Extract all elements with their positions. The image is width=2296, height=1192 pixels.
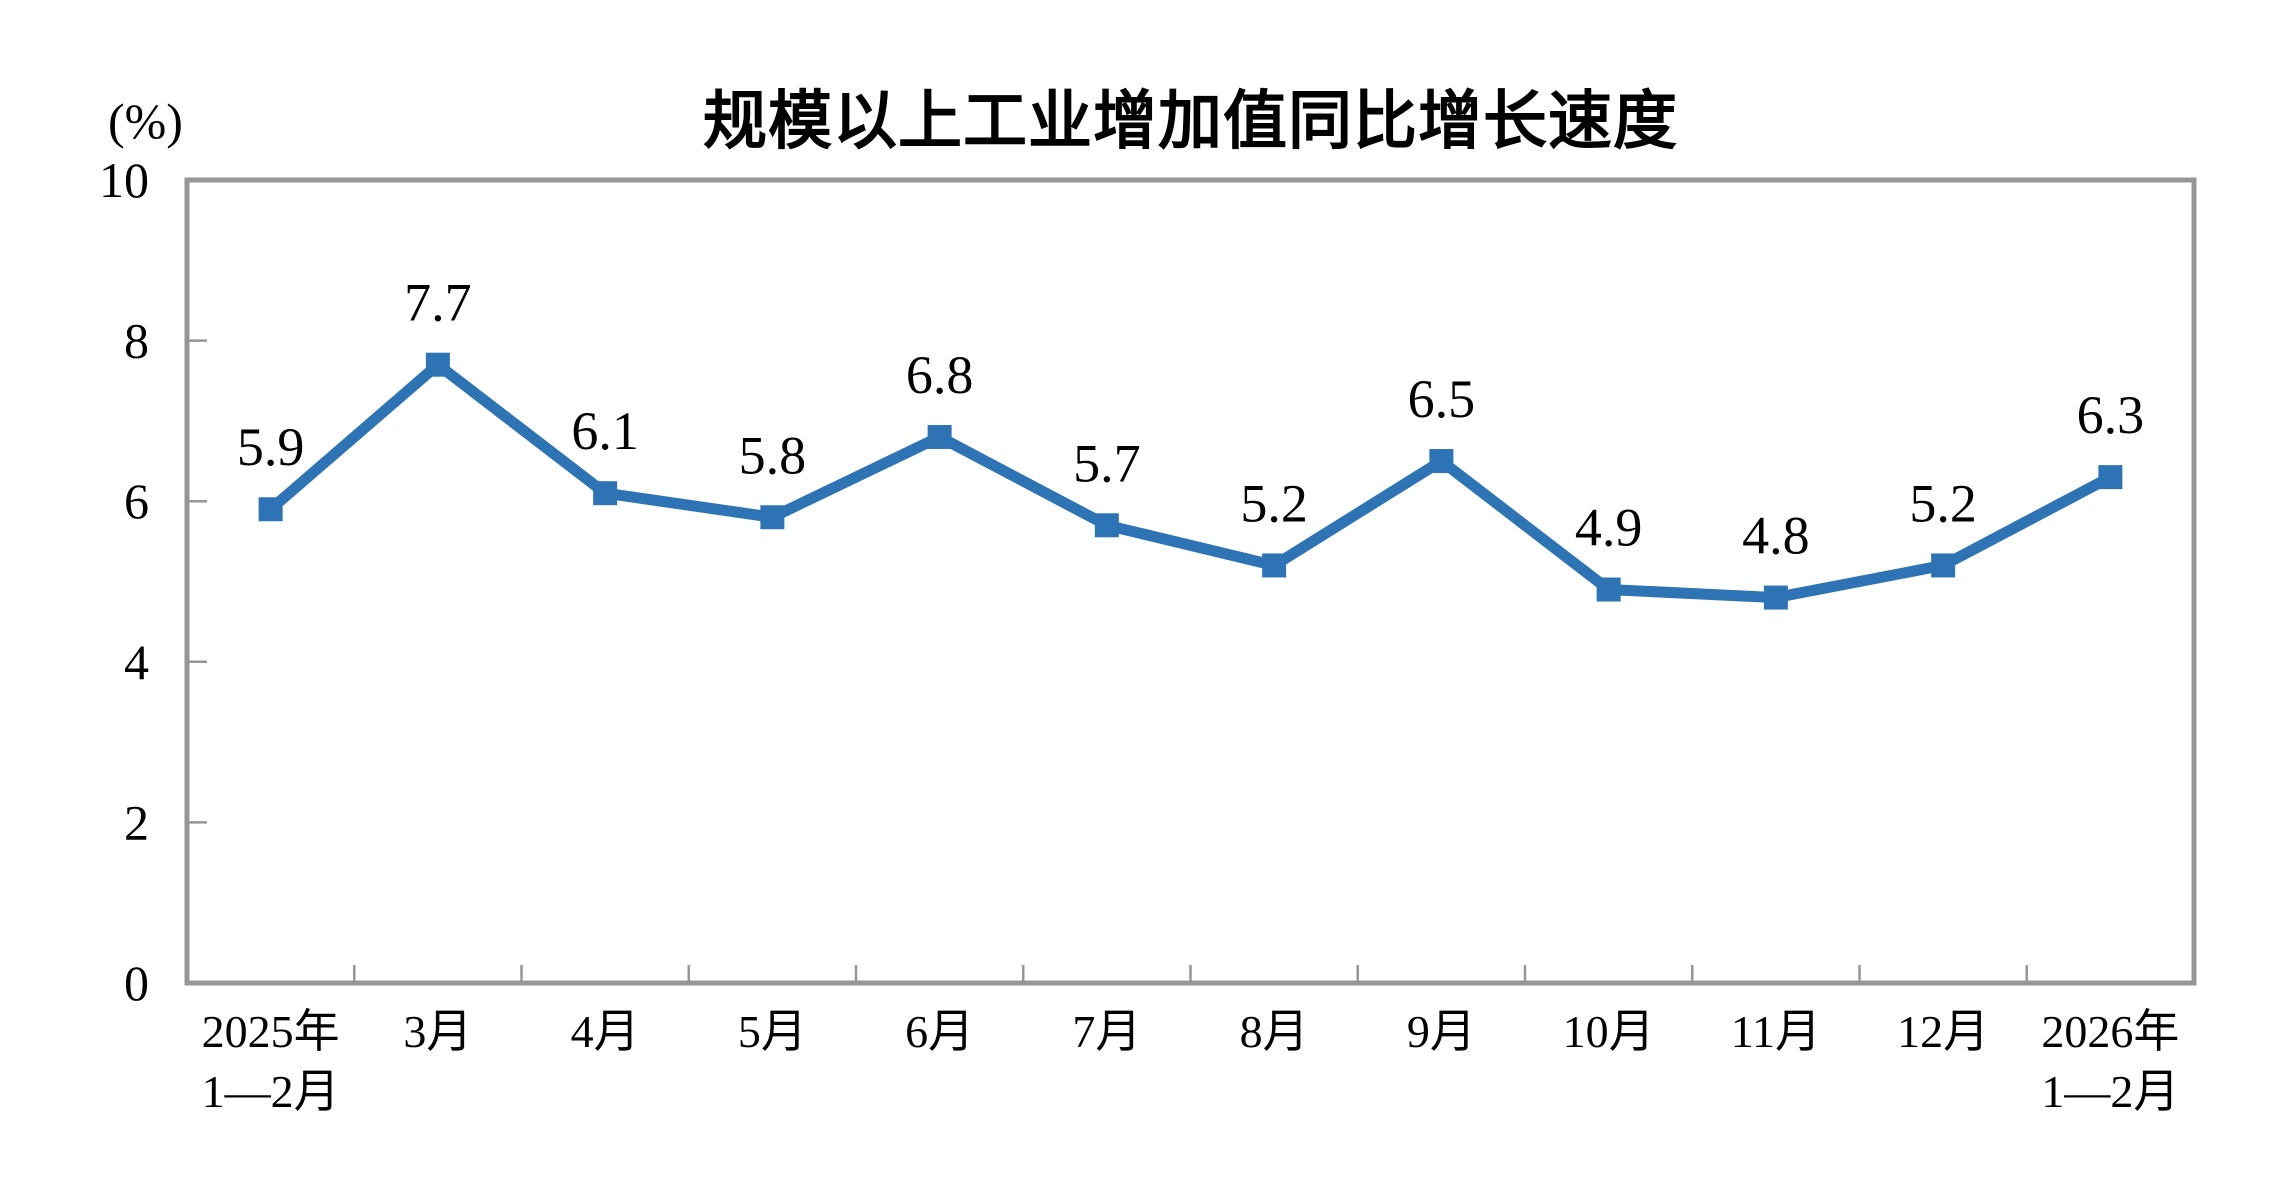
x-axis-category-label: 12月 (1897, 1006, 1989, 1057)
data-point-marker (927, 424, 952, 449)
x-axis-category-label: 10月 (1563, 1006, 1655, 1057)
data-point-marker (1262, 553, 1287, 578)
data-point-label: 5.2 (1240, 473, 1308, 533)
x-axis-category-label: 2025年 (202, 1006, 340, 1057)
data-point-marker (1429, 449, 1454, 474)
data-point-label: 6.5 (1408, 369, 1476, 429)
data-point-marker (593, 481, 618, 506)
data-point-marker (1931, 553, 1956, 578)
y-axis-tick-label: 6 (124, 473, 149, 529)
data-point-label: 4.9 (1575, 498, 1643, 558)
y-axis-tick-label: 0 (124, 955, 149, 1011)
x-axis-category-label: 1—2月 (202, 1066, 340, 1117)
x-axis-category-label: 8月 (1240, 1006, 1309, 1057)
data-point-label: 7.7 (404, 273, 472, 333)
data-point-marker (258, 497, 283, 522)
x-axis-category-label: 11月 (1731, 1006, 1821, 1057)
x-axis-category-label: 9月 (1407, 1006, 1476, 1057)
x-axis-category-label: 6月 (905, 1006, 974, 1057)
data-point-label: 6.3 (2077, 385, 2145, 445)
data-point-marker (1094, 513, 1119, 538)
data-point-label: 5.9 (237, 417, 305, 477)
y-axis-tick-label: 10 (99, 152, 149, 208)
x-axis-category-label: 3月 (403, 1006, 472, 1057)
y-axis-tick-label: 8 (124, 313, 149, 369)
data-point-marker (2098, 465, 2123, 490)
x-axis-category-label: 5月 (738, 1006, 807, 1057)
data-point-marker (1763, 585, 1788, 610)
y-axis-tick-label: 2 (124, 794, 149, 850)
data-point-marker (760, 505, 785, 530)
data-point-label: 5.2 (1909, 473, 1977, 533)
x-axis-category-label: 4月 (571, 1006, 640, 1057)
data-point-label: 5.8 (739, 425, 807, 485)
y-axis-tick-label: 4 (124, 634, 149, 690)
data-point-marker (425, 352, 450, 377)
chart-title: 规模以上工业增加值同比增长速度 (703, 85, 1678, 157)
x-axis-category-label: 2026年 (2041, 1006, 2179, 1057)
data-point-label: 5.7 (1073, 433, 1141, 493)
x-axis-category-label: 7月 (1072, 1006, 1141, 1057)
plot-area-border (184, 177, 2197, 986)
data-point-marker (1596, 577, 1621, 602)
series-line (267, 357, 2113, 604)
data-point-label: 4.8 (1742, 506, 1810, 566)
x-axis-category-label: 1—2月 (2041, 1066, 2179, 1117)
y-axis-unit-label: (%) (108, 93, 183, 149)
data-point-label: 6.1 (571, 401, 639, 461)
data-point-label: 6.8 (906, 345, 974, 405)
